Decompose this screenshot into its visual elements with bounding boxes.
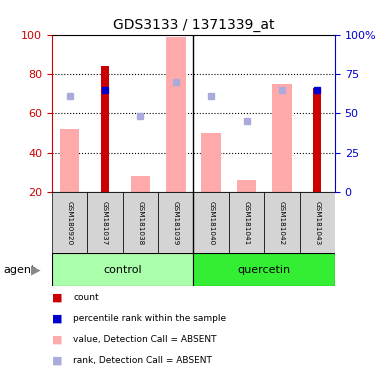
Text: ▶: ▶ [31, 263, 40, 276]
Text: GSM181039: GSM181039 [173, 200, 179, 245]
Bar [264, 192, 300, 253]
Bar [87, 192, 123, 253]
Text: control: control [104, 265, 142, 275]
Bar [52, 192, 87, 253]
Text: GSM181038: GSM181038 [137, 200, 143, 245]
Bar [313, 88, 321, 192]
Text: GSM180920: GSM180920 [67, 200, 73, 245]
Bar [123, 192, 158, 253]
Title: GDS3133 / 1371339_at: GDS3133 / 1371339_at [113, 18, 274, 32]
Bar [193, 192, 229, 253]
Text: GSM181041: GSM181041 [244, 200, 249, 245]
Text: GSM181037: GSM181037 [102, 200, 108, 245]
Bar [166, 36, 186, 192]
Bar [193, 253, 335, 286]
Bar [201, 133, 221, 192]
Bar [237, 180, 256, 192]
Text: GSM181040: GSM181040 [208, 200, 214, 245]
Text: ■: ■ [52, 314, 62, 324]
Bar [101, 66, 109, 192]
Text: rank, Detection Call = ABSENT: rank, Detection Call = ABSENT [73, 356, 212, 366]
Text: percentile rank within the sample: percentile rank within the sample [73, 314, 226, 323]
Text: ■: ■ [52, 335, 62, 345]
Text: agent: agent [4, 265, 36, 275]
Text: ■: ■ [52, 293, 62, 303]
Text: value, Detection Call = ABSENT: value, Detection Call = ABSENT [73, 335, 217, 344]
Bar [158, 192, 193, 253]
Bar [60, 129, 79, 192]
Text: GSM181042: GSM181042 [279, 200, 285, 245]
Bar [300, 192, 335, 253]
Text: GSM181043: GSM181043 [314, 200, 320, 245]
Text: ■: ■ [52, 356, 62, 366]
Bar [229, 192, 264, 253]
Text: count: count [73, 293, 99, 302]
Bar [272, 84, 291, 192]
Bar [131, 176, 150, 192]
Bar [52, 253, 193, 286]
Text: quercetin: quercetin [238, 265, 291, 275]
